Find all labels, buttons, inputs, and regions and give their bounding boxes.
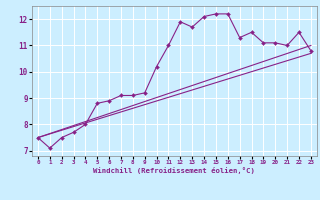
X-axis label: Windchill (Refroidissement éolien,°C): Windchill (Refroidissement éolien,°C) — [93, 167, 255, 174]
